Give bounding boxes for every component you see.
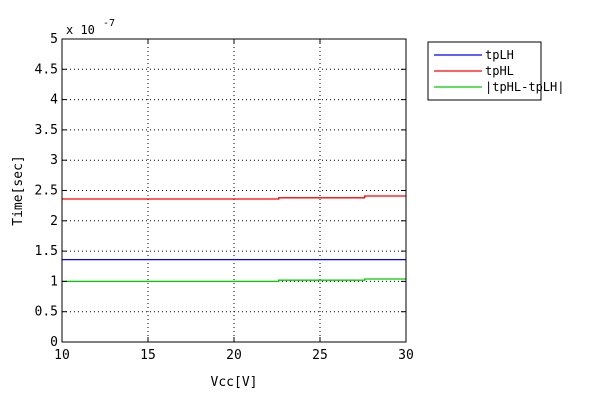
y-tick-label: 1 xyxy=(50,274,58,289)
y-tick-label: 1.5 xyxy=(35,244,58,259)
y-tick-label: 0.5 xyxy=(35,305,58,320)
series-line-3 xyxy=(62,278,406,283)
x-tick-label: 30 xyxy=(398,348,414,363)
legend-label: tpHL xyxy=(485,64,514,78)
y-tick-label: 2.5 xyxy=(35,184,58,199)
x-axis-label: Vcc[V] xyxy=(211,375,258,390)
x-tick-label: 10 xyxy=(54,348,70,363)
grid-lines xyxy=(62,39,406,342)
x-tick-label: 15 xyxy=(140,348,156,363)
axis-ticks: 10 15 20 25 30 0 0.5 1 1.5 2 2.5 3 3.5 4 4.5 5 xyxy=(35,32,414,363)
y-axis-label: Time[sec] xyxy=(11,155,26,225)
y-tick-label: 4 xyxy=(50,93,58,108)
y-exponent-base: x 10 xyxy=(66,23,95,37)
y-tick-label: 3 xyxy=(50,153,58,168)
legend-label: tpLH xyxy=(485,48,514,62)
y-tick-label: 2 xyxy=(50,214,58,229)
series-lines xyxy=(62,195,406,283)
y-exponent-power: -7 xyxy=(103,18,115,29)
x-tick-label: 25 xyxy=(312,348,328,363)
y-tick-label: 5 xyxy=(50,32,58,47)
x-tick-label: 20 xyxy=(226,348,242,363)
legend: tpLH tpHL |tpHL-tpLH| xyxy=(427,41,564,101)
y-exponent: x 10 -7 xyxy=(66,18,115,37)
y-tick-label: 3.5 xyxy=(35,123,58,138)
y-tick-label: 4.5 xyxy=(35,62,58,77)
legend-label: |tpHL-tpLH| xyxy=(485,80,564,94)
series-line-2 xyxy=(62,195,406,200)
y-tick-label: 0 xyxy=(50,335,58,350)
